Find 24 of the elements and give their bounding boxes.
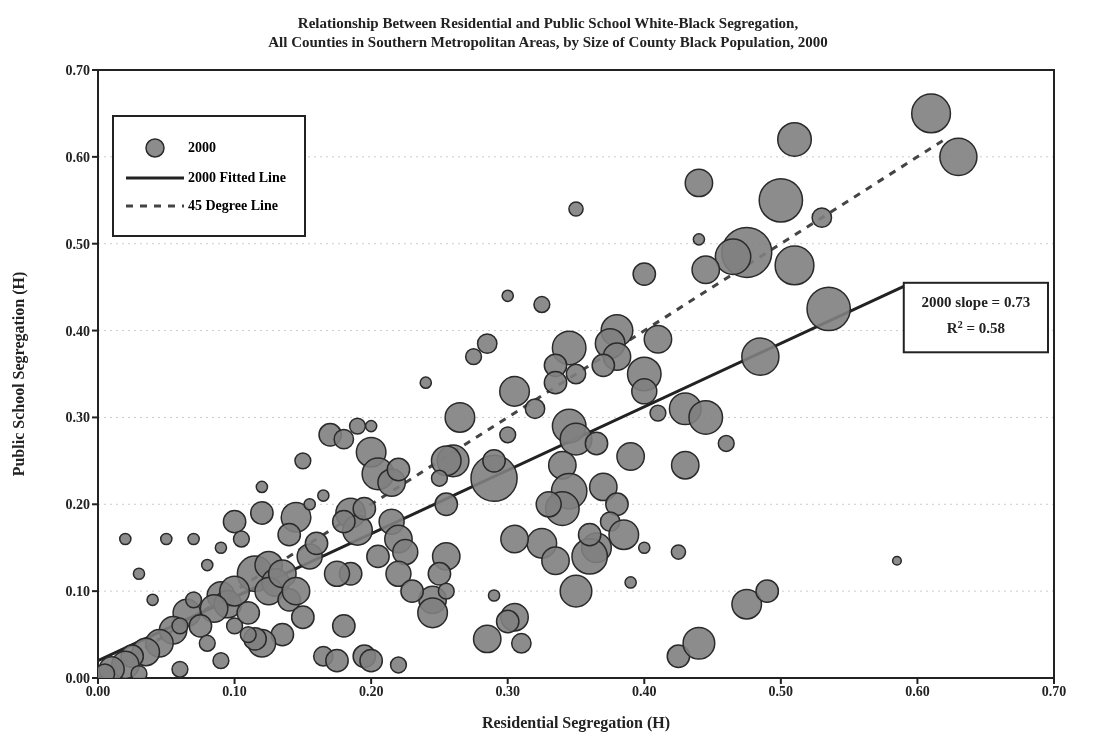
- chart-title: Relationship Between Residential and Public School White-Black Segregation, All Counties in Southern Metropolitan Areas, by Size of County Black Population, 2000: [268, 15, 828, 50]
- y-tick-label: 0.50: [65, 236, 90, 252]
- y-tick-label: 0.00: [65, 670, 90, 686]
- x-tick-label: 0.70: [1041, 683, 1067, 699]
- x-tick-label: 0.10: [222, 683, 247, 699]
- y-tick-label: 0.30: [65, 410, 90, 426]
- x-tick-label: 0.60: [905, 683, 930, 699]
- annotation: 2000 slope = 0.73: [921, 293, 1031, 310]
- x-tick-label: 0.20: [358, 683, 384, 699]
- legend-label: 2000 Fitted Line: [188, 170, 286, 186]
- legend-label: 45 Degree Line: [188, 198, 278, 214]
- x-tick-label: 0.50: [768, 683, 794, 699]
- y-tick-label: 0.20: [65, 497, 90, 513]
- annotation: R$^{2}$ = 0.58: [946, 318, 1006, 336]
- legend-label: 2000: [188, 140, 216, 156]
- y-tick-label: 0.10: [65, 584, 90, 600]
- y-tick-label: 0.40: [65, 323, 90, 339]
- x-tick-label: 0.00: [85, 683, 111, 699]
- y-axis-title: Public School Segregation (H): [9, 271, 28, 477]
- x-tick-label: 0.30: [495, 683, 520, 699]
- y-tick-label: 0.70: [65, 62, 90, 78]
- x-tick-label: 0.40: [632, 683, 657, 699]
- y-tick-label: 0.60: [65, 149, 90, 165]
- x-axis-title: Residential Segregation (H): [481, 714, 671, 732]
